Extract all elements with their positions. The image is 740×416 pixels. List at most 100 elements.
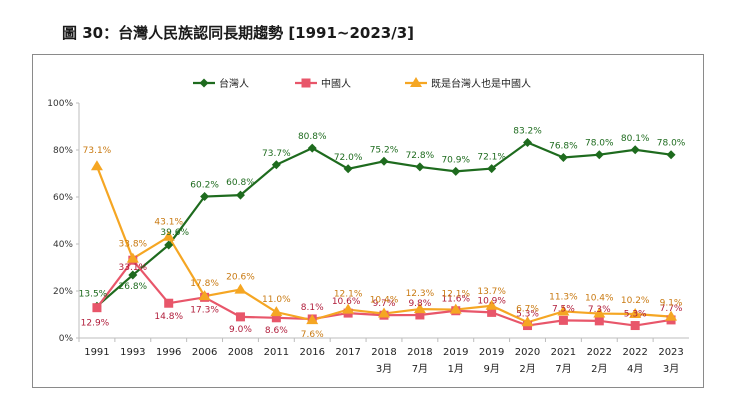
y-tick-label: 100%	[47, 99, 73, 109]
data-label-taiwanese: 80.8%	[298, 132, 327, 142]
x-tick-year: 2021	[551, 347, 576, 358]
chart-frame: 0% 20% 40% 60% 80% 100% 1991 1993 1996 2006 2008 20…	[32, 54, 704, 388]
data-point-both	[126, 252, 139, 263]
data-point-taiwanese	[415, 162, 425, 172]
data-label-both: 12.1%	[334, 290, 363, 300]
data-label-both: 9.1%	[660, 299, 683, 309]
data-label-taiwanese: 60.2%	[190, 181, 219, 191]
data-label-both: 73.1%	[83, 146, 112, 156]
data-point-both	[378, 307, 390, 318]
data-point-taiwanese	[379, 156, 389, 166]
data-label-taiwanese: 75.2%	[370, 145, 399, 155]
x-tick-year: 1996	[156, 347, 181, 358]
data-label-chinese: 9.8%	[408, 299, 431, 309]
x-tick-year: 2006	[192, 347, 217, 358]
data-label-chinese: 7.5%	[552, 304, 575, 314]
data-label-taiwanese: 13.5%	[79, 289, 108, 299]
data-point-both	[449, 303, 462, 314]
data-label-both: 11.0%	[262, 295, 291, 305]
data-point-taiwanese	[487, 164, 497, 174]
data-label-taiwanese: 72.1%	[477, 153, 506, 163]
data-point-taiwanese	[200, 192, 210, 202]
data-point-both	[90, 160, 103, 171]
data-point-taiwanese	[630, 145, 640, 155]
x-tick-year: 2011	[264, 347, 289, 358]
data-point-chinese	[92, 303, 102, 313]
data-label-chinese: 11.6%	[441, 295, 470, 305]
x-tick-year: 2008	[228, 347, 253, 358]
y-tick-label: 40%	[53, 240, 73, 250]
data-point-taiwanese	[343, 164, 353, 174]
x-tick-year: 2020	[515, 347, 540, 358]
x-tick-month: 7月	[555, 363, 571, 375]
data-point-both	[162, 230, 175, 241]
data-point-chinese	[558, 315, 568, 325]
data-point-chinese	[487, 307, 497, 317]
data-label-chinese: 10.9%	[477, 296, 506, 306]
y-tick-label: 80%	[53, 146, 73, 156]
data-label-taiwanese: 72.8%	[406, 151, 435, 161]
data-point-taiwanese	[271, 160, 281, 170]
data-label-taiwanese: 78.0%	[657, 139, 686, 149]
data-label-both: 33.8%	[119, 240, 148, 250]
x-tick-year: 2022	[587, 347, 612, 358]
data-label-chinese: 7.7%	[660, 304, 683, 314]
data-label-taiwanese: 60.8%	[226, 178, 255, 188]
data-point-taiwanese	[164, 240, 174, 250]
x-tick-month: 3月	[376, 363, 392, 375]
x-tick-year: 2017	[335, 347, 360, 358]
series-line-taiwanese	[96, 141, 672, 308]
data-label-chinese: 14.8%	[154, 312, 183, 322]
data-point-chinese	[235, 312, 245, 322]
x-tick-month: 3月	[663, 363, 679, 375]
data-point-both	[521, 316, 534, 327]
data-point-both	[485, 299, 498, 310]
data-label-taiwanese: 26.8%	[119, 282, 148, 292]
data-label-taiwanese: 80.1%	[621, 134, 650, 144]
legend-label-chinese: 中國人	[321, 77, 351, 90]
data-point-both	[629, 308, 642, 319]
y-tick-label: 60%	[53, 193, 73, 203]
data-label-chinese: 17.3%	[190, 305, 219, 315]
data-label-both: 17.8%	[190, 279, 219, 289]
x-tick-month: 9月	[483, 363, 499, 375]
data-label-chinese: 7.3%	[588, 305, 611, 315]
data-label-chinese: 8.6%	[265, 326, 288, 336]
data-label-both: 20.6%	[226, 273, 255, 283]
data-label-taiwanese: 72.0%	[334, 153, 363, 163]
legend-marker-chinese	[301, 78, 311, 88]
data-point-taiwanese	[128, 270, 138, 280]
data-label-taiwanese: 70.9%	[441, 155, 470, 165]
data-label-both: 10.2%	[621, 296, 650, 306]
x-tick-year: 2019	[443, 347, 468, 358]
data-point-taiwanese	[235, 190, 245, 200]
legend-marker-taiwanese	[199, 78, 209, 88]
x-tick-year: 1991	[84, 347, 109, 358]
data-label-chinese: 12.9%	[81, 319, 110, 329]
data-point-chinese	[164, 298, 174, 308]
x-tick-month: 4月	[627, 363, 643, 375]
data-label-taiwanese: 78.0%	[585, 139, 614, 149]
data-label-both: 10.4%	[370, 296, 399, 306]
data-point-both	[342, 303, 355, 314]
x-tick-month: 1月	[448, 363, 464, 375]
data-point-both	[593, 307, 606, 318]
legend-label-both: 既是台灣人也是中國人	[431, 77, 531, 90]
x-tick-year: 2023	[658, 347, 683, 358]
data-label-both: 7.6%	[301, 330, 324, 340]
data-label-both: 13.7%	[477, 287, 506, 297]
x-tick-year: 2019	[479, 347, 504, 358]
data-label-both: 11.3%	[549, 292, 578, 302]
data-label-taiwanese: 83.2%	[513, 126, 542, 136]
data-label-taiwanese: 39.6%	[160, 228, 189, 238]
data-point-taiwanese	[666, 150, 676, 160]
data-point-both	[270, 306, 283, 317]
data-label-taiwanese: 76.8%	[549, 142, 578, 152]
data-label-both: 12.1%	[441, 290, 470, 300]
data-point-chinese	[630, 321, 640, 331]
data-label-chinese: 9.0%	[229, 325, 252, 335]
data-point-both	[413, 303, 426, 314]
data-label-both: 6.7%	[516, 304, 539, 314]
x-tick-month: 2月	[519, 363, 535, 375]
data-label-chinese: 8.1%	[301, 303, 324, 313]
